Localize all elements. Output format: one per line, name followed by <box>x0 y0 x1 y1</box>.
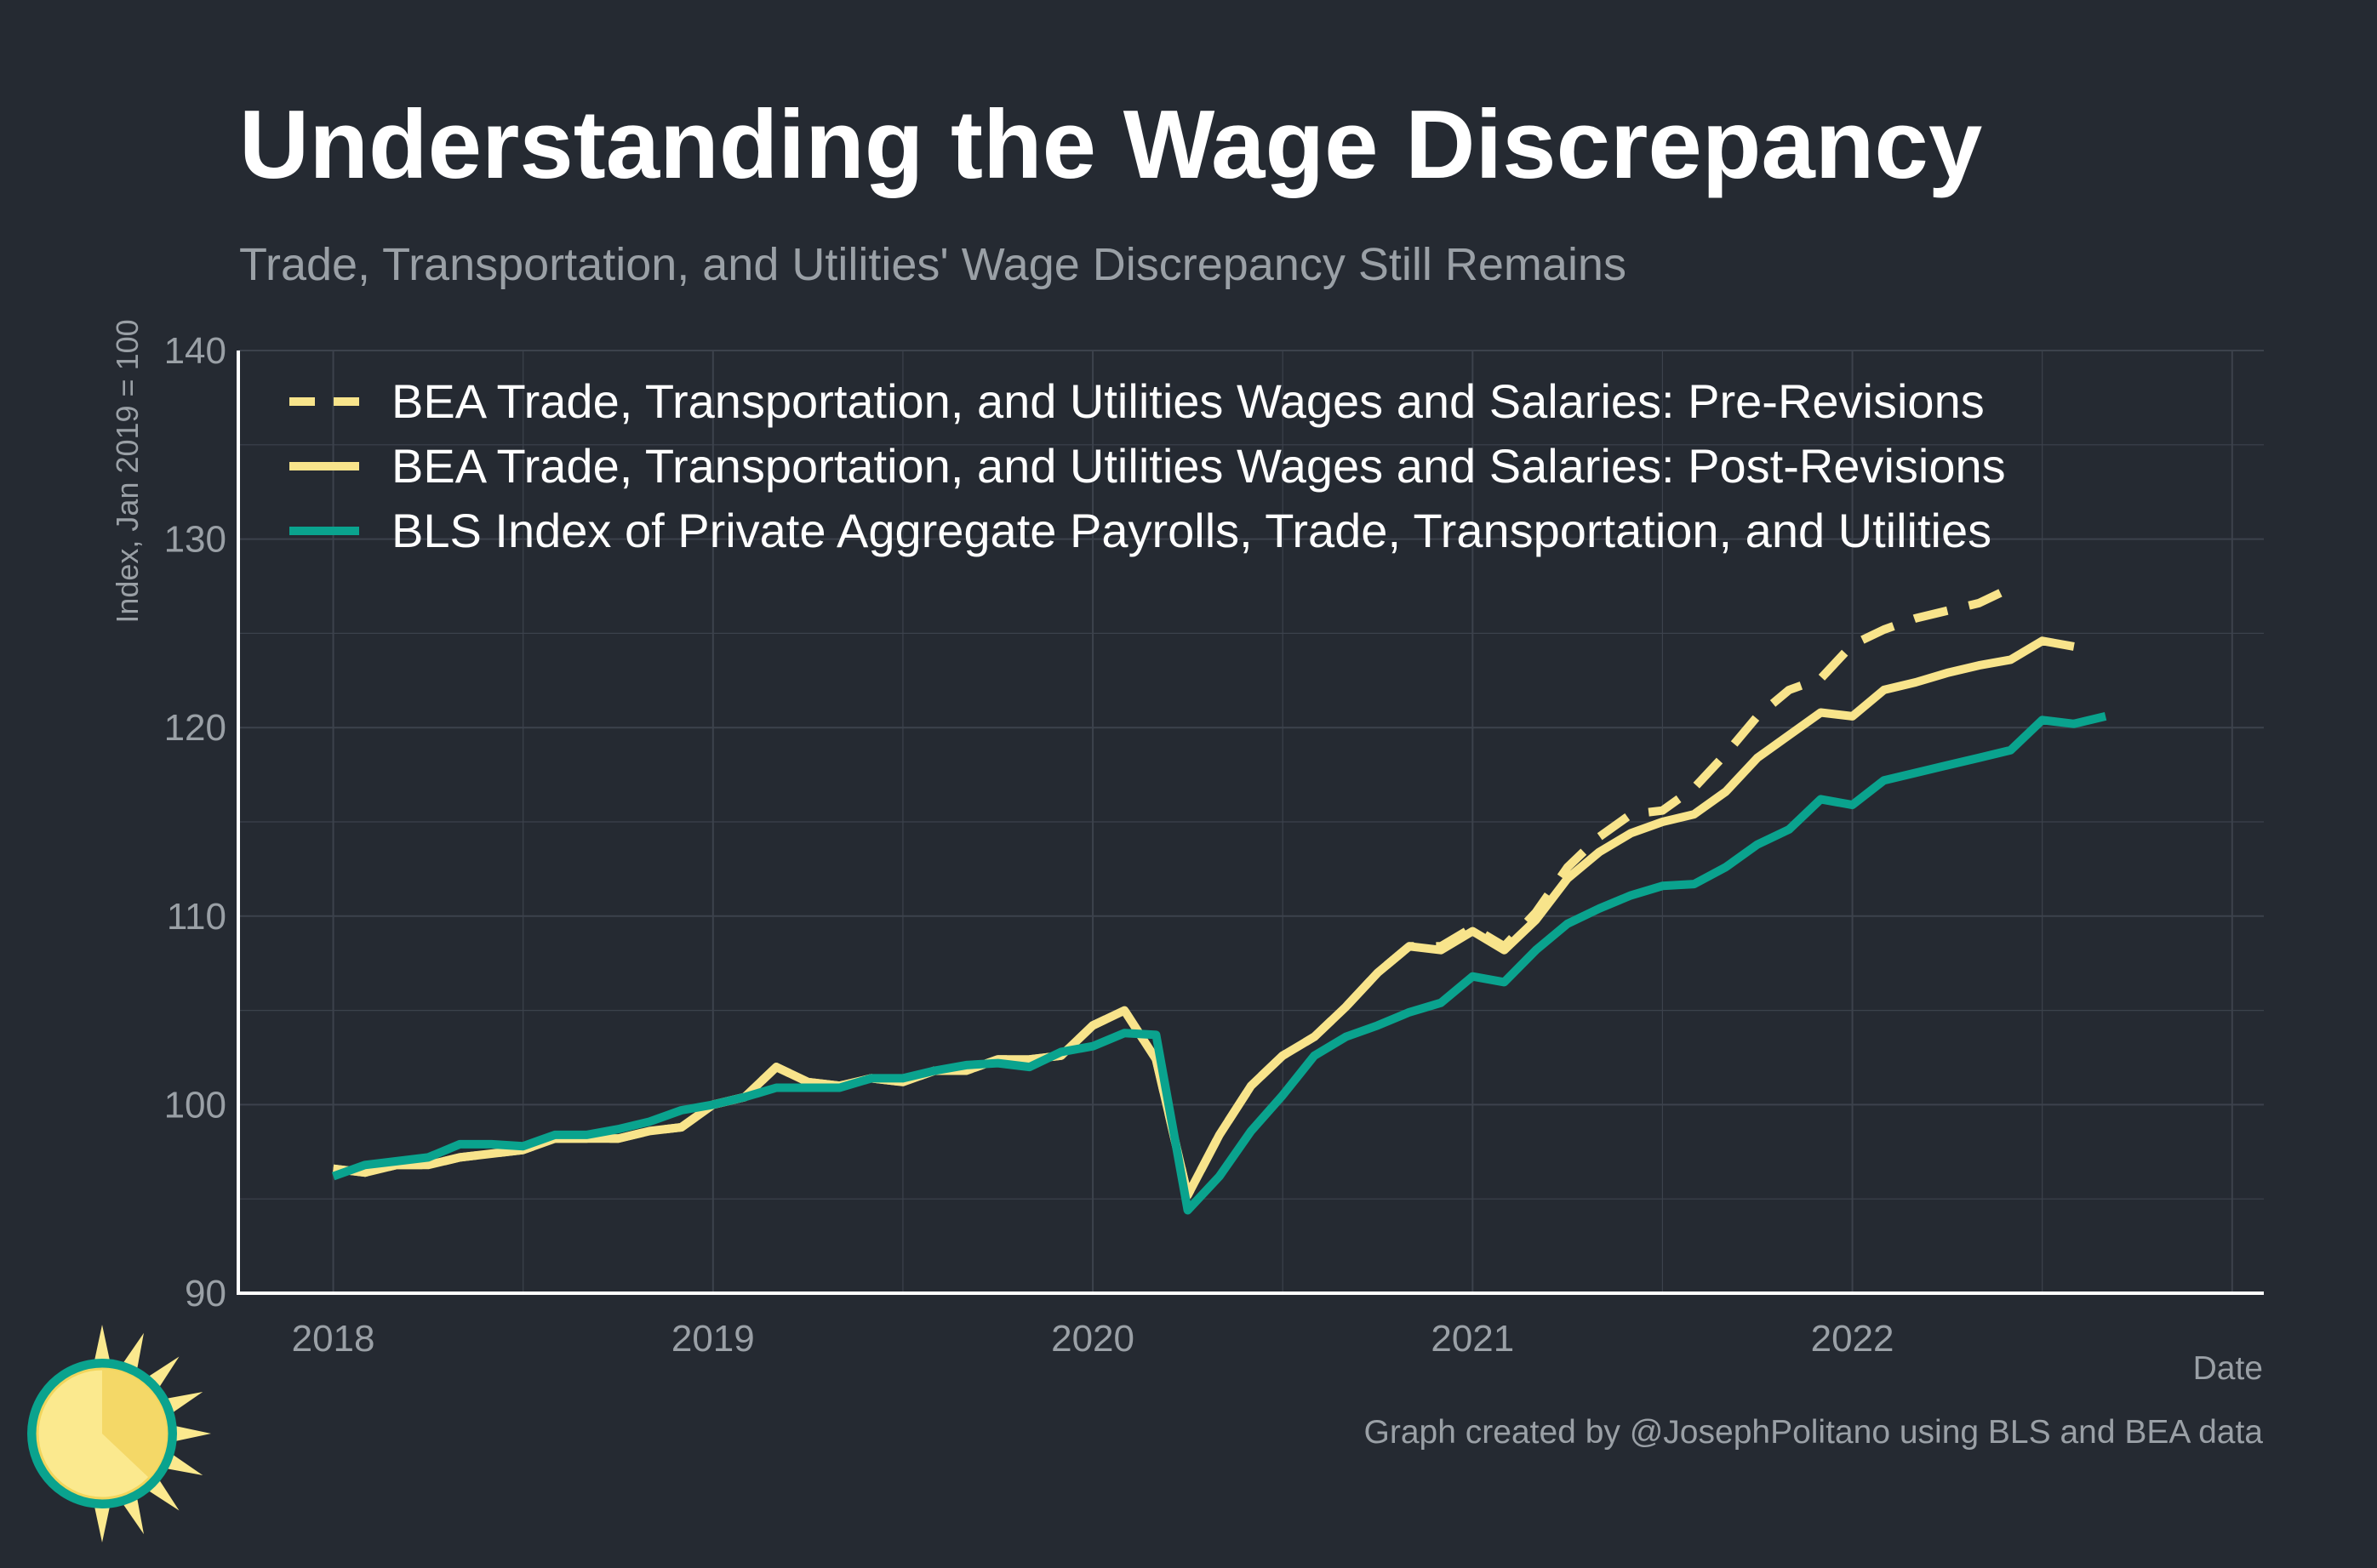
y-tick-label: 130 <box>164 519 226 561</box>
y-axis-label: Index, Jan 2019 = 100 <box>110 319 145 623</box>
x-tick-label: 2021 <box>1431 1318 1514 1360</box>
y-tick-label: 110 <box>167 896 226 938</box>
sun-ray <box>169 1424 211 1443</box>
credit-text: Graph created by @JosephPolitano using B… <box>1363 1414 2263 1451</box>
x-tick-label: 2018 <box>292 1318 375 1360</box>
y-tick-label: 120 <box>164 707 226 749</box>
legend: BEA Trade, Transportation, and Utilities… <box>289 374 2006 557</box>
x-axis-ticks: 2018 2019 2020 2021 2022 <box>292 1318 1894 1360</box>
series-line-2 <box>332 636 2075 1200</box>
series-lines <box>331 584 2107 1215</box>
y-tick-label: 100 <box>164 1084 226 1126</box>
sun-ray <box>93 1501 111 1542</box>
chart-title: Understanding the Wage Discrepancy <box>239 91 1983 199</box>
y-tick-label: 90 <box>185 1273 226 1314</box>
y-axis-ticks: 90 100 110 120 130 140 <box>164 330 226 1314</box>
x-axis-label: Date <box>2193 1350 2263 1387</box>
sun-ray <box>93 1325 111 1366</box>
legend-label-3: BLS Index of Private Aggregate Payrolls,… <box>391 504 1991 557</box>
sun-logo-icon <box>27 1325 211 1542</box>
x-tick-label: 2019 <box>671 1318 755 1360</box>
series-line-3 <box>331 712 2107 1215</box>
x-tick-label: 2022 <box>1811 1318 1894 1360</box>
y-tick-label: 140 <box>164 330 226 372</box>
logo-sun-shade <box>102 1369 167 1478</box>
x-tick-label: 2020 <box>1051 1318 1134 1360</box>
legend-label-1: BEA Trade, Transportation, and Utilities… <box>391 374 1985 428</box>
axes <box>237 351 2264 1295</box>
chart-subtitle: Trade, Transportation, and Utilities' Wa… <box>239 239 1626 290</box>
legend-label-2: BEA Trade, Transportation, and Utilities… <box>391 439 2006 493</box>
